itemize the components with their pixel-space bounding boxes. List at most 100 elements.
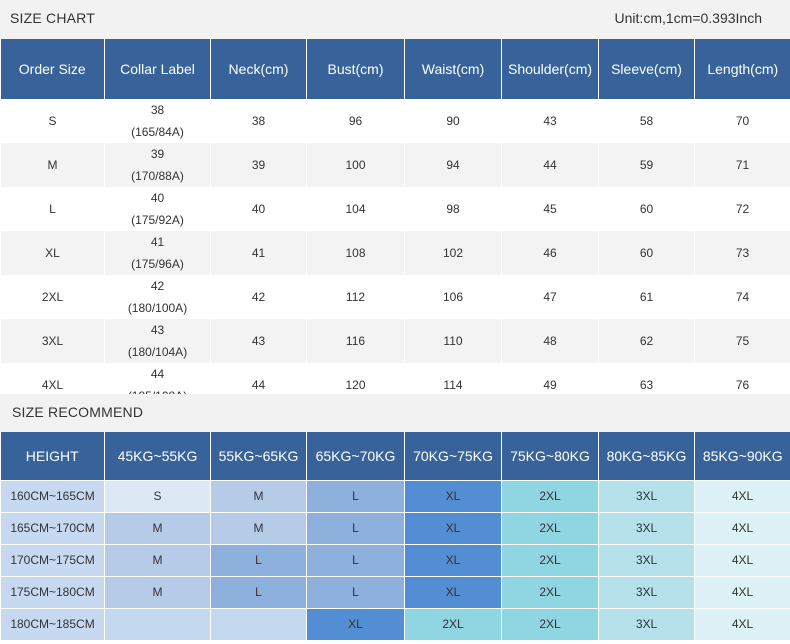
recommend-size-cell bbox=[104, 607, 211, 641]
recommend-size-cell: 4XL bbox=[694, 479, 790, 513]
recommend-size-cell: 3XL bbox=[598, 479, 695, 513]
size-cell: 2XL bbox=[0, 275, 105, 319]
recommend-size-cell: 2XL bbox=[501, 511, 599, 545]
collar-size: 44 bbox=[150, 367, 165, 381]
unit-note: Unit:cm,1cm=0.393Inch bbox=[614, 10, 762, 26]
col-header-weight-65-70: 65KG~70KG bbox=[306, 432, 405, 480]
recommend-size-cell: 2XL bbox=[404, 607, 502, 641]
size-cell: L bbox=[0, 187, 105, 231]
sleeve-cell: 60 bbox=[598, 187, 695, 231]
collar-fit-code: (175/92A) bbox=[131, 213, 184, 227]
col-header-height: HEIGHT bbox=[0, 432, 105, 480]
size-cell: S bbox=[0, 99, 105, 143]
col-header-shoulder: Shoulder(cm) bbox=[501, 39, 599, 99]
neck-cell: 39 bbox=[210, 143, 307, 187]
size-cell: M bbox=[0, 143, 105, 187]
height-cell: 160CM~165CM bbox=[0, 479, 105, 513]
recommend-row: 170CM~175CM M L L XL 2XL 3XL 4XL bbox=[0, 543, 790, 577]
size-row: 3XL 43 (180/104A) 43 116 110 48 62 75 bbox=[0, 319, 790, 363]
recommend-size-cell: L bbox=[306, 543, 405, 577]
col-header-weight-85-90: 85KG~90KG bbox=[694, 432, 790, 480]
height-cell: 165CM~170CM bbox=[0, 511, 105, 545]
shoulder-cell: 48 bbox=[501, 319, 599, 363]
height-cell: 180CM~185CM bbox=[0, 607, 105, 641]
neck-cell: 42 bbox=[210, 275, 307, 319]
collar-label-cell: 38 (165/84A) bbox=[104, 99, 211, 143]
bust-cell: 96 bbox=[306, 99, 405, 143]
recommend-size-cell: L bbox=[306, 511, 405, 545]
recommend-size-cell: M bbox=[210, 511, 307, 545]
size-row: XL 41 (175/96A) 41 108 102 46 60 73 bbox=[0, 231, 790, 275]
shoulder-cell: 46 bbox=[501, 231, 599, 275]
recommend-size-cell: M bbox=[104, 575, 211, 609]
size-cell: XL bbox=[0, 231, 105, 275]
height-cell: 170CM~175CM bbox=[0, 543, 105, 577]
recommend-size-cell: XL bbox=[404, 543, 502, 577]
shoulder-cell: 43 bbox=[501, 99, 599, 143]
col-header-length: Length(cm) bbox=[694, 39, 790, 99]
bust-cell: 108 bbox=[306, 231, 405, 275]
col-header-weight-55-65: 55KG~65KG bbox=[210, 432, 307, 480]
sleeve-cell: 62 bbox=[598, 319, 695, 363]
size-row: M 39 (170/88A) 39 100 94 44 59 71 bbox=[0, 143, 790, 187]
size-chart-table: Order Size Collar Label Neck(cm) Bust(cm… bbox=[0, 39, 790, 407]
recommend-size-cell: XL bbox=[404, 575, 502, 609]
collar-size: 41 bbox=[150, 235, 165, 249]
size-row: 2XL 42 (180/100A) 42 112 106 47 61 74 bbox=[0, 275, 790, 319]
col-header-neck: Neck(cm) bbox=[210, 39, 307, 99]
bust-cell: 100 bbox=[306, 143, 405, 187]
recommend-row: 175CM~180CM M L L XL 2XL 3XL 4XL bbox=[0, 575, 790, 609]
col-header-weight-45-55: 45KG~55KG bbox=[104, 432, 211, 480]
neck-cell: 40 bbox=[210, 187, 307, 231]
length-cell: 71 bbox=[694, 143, 790, 187]
length-cell: 70 bbox=[694, 99, 790, 143]
collar-size: 40 bbox=[150, 191, 165, 205]
collar-label-cell: 42 (180/100A) bbox=[104, 275, 211, 319]
bust-cell: 104 bbox=[306, 187, 405, 231]
length-cell: 74 bbox=[694, 275, 790, 319]
col-header-weight-70-75: 70KG~75KG bbox=[404, 432, 502, 480]
collar-size: 42 bbox=[150, 279, 165, 293]
size-cell: 3XL bbox=[0, 319, 105, 363]
waist-cell: 102 bbox=[404, 231, 502, 275]
recommend-size-cell: 2XL bbox=[501, 575, 599, 609]
recommend-size-cell: 3XL bbox=[598, 607, 695, 641]
collar-fit-code: (170/88A) bbox=[131, 169, 184, 183]
sleeve-cell: 58 bbox=[598, 99, 695, 143]
recommend-size-cell: 2XL bbox=[501, 543, 599, 577]
bust-cell: 112 bbox=[306, 275, 405, 319]
length-cell: 72 bbox=[694, 187, 790, 231]
recommend-row: 180CM~185CM XL 2XL 2XL 3XL 4XL bbox=[0, 607, 790, 641]
waist-cell: 98 bbox=[404, 187, 502, 231]
recommend-size-cell: XL bbox=[404, 511, 502, 545]
collar-size: 43 bbox=[150, 323, 165, 337]
col-header-sleeve: Sleeve(cm) bbox=[598, 39, 695, 99]
collar-label-cell: 40 (175/92A) bbox=[104, 187, 211, 231]
recommend-size-cell: M bbox=[104, 511, 211, 545]
recommend-size-cell: XL bbox=[404, 479, 502, 513]
neck-cell: 38 bbox=[210, 99, 307, 143]
neck-cell: 43 bbox=[210, 319, 307, 363]
height-cell: 175CM~180CM bbox=[0, 575, 105, 609]
recommend-size-cell: 3XL bbox=[598, 575, 695, 609]
collar-size: 39 bbox=[150, 147, 165, 161]
waist-cell: 94 bbox=[404, 143, 502, 187]
length-cell: 75 bbox=[694, 319, 790, 363]
collar-size: 38 bbox=[150, 103, 165, 117]
waist-cell: 90 bbox=[404, 99, 502, 143]
collar-fit-code: (180/100A) bbox=[127, 301, 188, 315]
recommend-size-cell: 2XL bbox=[501, 607, 599, 641]
recommend-size-cell: L bbox=[210, 575, 307, 609]
recommend-size-cell: 2XL bbox=[501, 479, 599, 513]
size-chart-title-bar bbox=[0, 0, 790, 39]
recommend-row: 160CM~165CM S M L XL 2XL 3XL 4XL bbox=[0, 479, 790, 513]
collar-label-cell: 43 (180/104A) bbox=[104, 319, 211, 363]
waist-cell: 110 bbox=[404, 319, 502, 363]
size-recommend-title: SIZE RECOMMEND bbox=[12, 404, 144, 420]
size-chart-title: SIZE CHART bbox=[10, 10, 95, 26]
size-row: L 40 (175/92A) 40 104 98 45 60 72 bbox=[0, 187, 790, 231]
size-row: S 38 (165/84A) 38 96 90 43 58 70 bbox=[0, 99, 790, 143]
col-header-bust: Bust(cm) bbox=[306, 39, 405, 99]
length-cell: 73 bbox=[694, 231, 790, 275]
recommend-size-cell: 3XL bbox=[598, 543, 695, 577]
